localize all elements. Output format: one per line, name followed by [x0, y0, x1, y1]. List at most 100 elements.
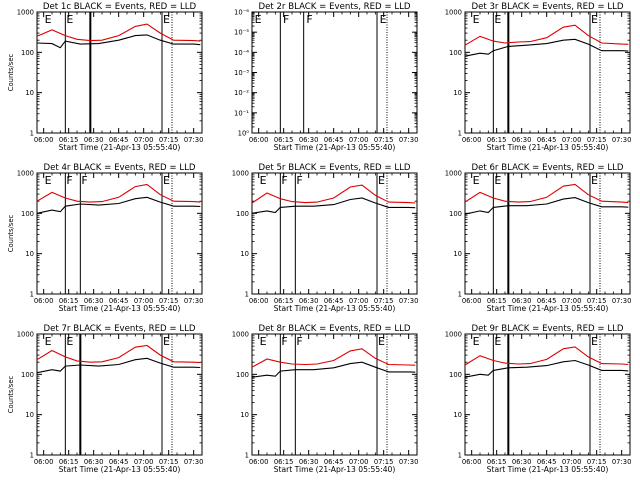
flag-letter: F [306, 13, 312, 26]
x-tick-label: 07:30 [184, 136, 204, 144]
y-tick-label: 10 [240, 250, 249, 258]
flag-letter: E [45, 13, 52, 26]
x-tick-label: 07:30 [184, 458, 204, 466]
flag-letter: E [494, 13, 501, 26]
y-tick-label: 1000 [232, 331, 249, 339]
flag-letter: F [283, 13, 289, 26]
x-tick-label: 06:00 [462, 297, 482, 305]
y-tick-label: 10 [240, 411, 249, 419]
plot-frame [36, 333, 203, 456]
x-axis-label: Start Time (21-Apr-13 05:55:40) [274, 304, 396, 313]
flag-letter: E [378, 335, 385, 348]
panel-title: Det 8r BLACK = Events, RED = LLD [258, 324, 410, 334]
x-axis-label: Start Time (21-Apr-13 05:55:40) [59, 304, 181, 313]
x-tick-label: 06:30 [84, 136, 104, 144]
flag-letter: E [66, 335, 73, 348]
x-tick-label: 06:15 [274, 297, 294, 305]
x-tick-label: 07:30 [399, 136, 419, 144]
plot-frame [251, 11, 418, 134]
x-tick-label: 06:00 [34, 458, 54, 466]
y-tick-label: 1 [458, 291, 462, 299]
x-tick-label: 07:15 [159, 136, 179, 144]
flag-letter: E [260, 174, 267, 187]
x-tick-label: 06:45 [324, 458, 344, 466]
panel-title: Det 4r BLACK = Events, RED = LLD [43, 163, 195, 173]
x-tick-label: 06:15 [487, 297, 507, 305]
flag-letter: F [296, 335, 302, 348]
flag-letter: F [296, 174, 302, 187]
x-tick-label: 06:30 [299, 458, 319, 466]
y-tick-label: 10⁻⁵ [234, 29, 249, 37]
y-axis-label: Counts/sec [7, 376, 15, 414]
y-tick-label: 1 [245, 291, 249, 299]
flag-letter: E [255, 13, 262, 26]
y-tick-label: 100 [21, 371, 34, 379]
flag-letter: E [473, 335, 480, 348]
x-tick-label: 06:30 [512, 136, 532, 144]
x-tick-label: 06:30 [512, 458, 532, 466]
y-tick-label: 100 [236, 371, 249, 379]
series-events-line [36, 34, 201, 49]
panel-title: Det 6r BLACK = Events, RED = LLD [471, 163, 623, 173]
series-events-line [36, 196, 201, 214]
y-tick-label: 10⁰ [238, 130, 250, 138]
y-tick-label: 1000 [17, 170, 34, 178]
panel-4: Det 4r BLACK = Events, RED = LLD 1 10 100 10… [7, 163, 203, 313]
x-tick-label: 07:15 [374, 458, 394, 466]
y-axis-label: Counts/sec [7, 54, 15, 92]
y-tick-label: 1000 [232, 170, 249, 178]
y-tick-label: 10⁻¹ [234, 109, 249, 117]
panel-5: Det 5r BLACK = Events, RED = LLD 1 10 100 10… [232, 163, 419, 313]
series-lld-line [251, 184, 416, 204]
y-tick-label: 1 [245, 452, 249, 460]
x-tick-label: 06:45 [109, 458, 129, 466]
panel-1: Det 1c BLACK = Events, RED = LLD 1 10 100 10… [7, 2, 203, 152]
series-events-line [251, 361, 416, 378]
x-tick-label: 07:15 [159, 297, 179, 305]
series-events-line [251, 197, 416, 214]
x-tick-label: 06:00 [249, 136, 269, 144]
flag-letter: E [163, 335, 170, 348]
x-tick-label: 06:30 [84, 458, 104, 466]
x-tick-label: 07:15 [374, 136, 394, 144]
series-lld-line [36, 344, 201, 364]
x-tick-label: 06:45 [109, 297, 129, 305]
x-axis-label: Start Time (21-Apr-13 05:55:40) [487, 304, 609, 313]
panel-2: Det 2r BLACK = Events, RED = LLD 10⁰ 10⁻¹ 1… [234, 2, 418, 152]
y-tick-label: 10 [453, 411, 462, 419]
x-axis-label: Start Time (21-Apr-13 05:55:40) [487, 465, 609, 474]
y-tick-label: 1000 [17, 9, 34, 17]
x-tick-label: 06:30 [299, 297, 319, 305]
x-tick-label: 06:45 [109, 136, 129, 144]
x-tick-label: 06:15 [274, 136, 294, 144]
panel-title: Det 9r BLACK = Events, RED = LLD [471, 324, 623, 334]
x-tick-label: 06:15 [59, 297, 79, 305]
y-tick-label: 10 [25, 89, 34, 97]
x-tick-label: 06:00 [249, 297, 269, 305]
flag-letter: E [66, 13, 73, 26]
x-tick-label: 06:00 [34, 136, 54, 144]
x-tick-label: 06:00 [462, 136, 482, 144]
y-tick-label: 1000 [445, 331, 462, 339]
y-tick-label: 1 [458, 130, 462, 138]
flag-letter: E [378, 174, 385, 187]
panel-title: Det 7r BLACK = Events, RED = LLD [43, 324, 195, 334]
flag-letter: E [163, 13, 170, 26]
series-lld-line [464, 346, 629, 366]
y-tick-label: 10 [25, 411, 34, 419]
x-tick-label: 06:45 [537, 297, 557, 305]
x-tick-label: 06:45 [324, 297, 344, 305]
series-lld-line [464, 24, 629, 46]
plot-frame [36, 172, 203, 295]
x-tick-label: 07:15 [587, 297, 607, 305]
y-tick-label: 1 [458, 452, 462, 460]
x-tick-label: 07:30 [184, 297, 204, 305]
y-tick-label: 1000 [445, 9, 462, 17]
flag-letter: E [380, 13, 387, 26]
x-axis-label: Start Time (21-Apr-13 05:55:40) [274, 143, 396, 152]
x-tick-label: 06:30 [299, 136, 319, 144]
plot-frame [464, 11, 631, 134]
x-tick-label: 06:00 [249, 458, 269, 466]
x-axis-label: Start Time (21-Apr-13 05:55:40) [274, 465, 396, 474]
flag-letter: E [591, 13, 598, 26]
